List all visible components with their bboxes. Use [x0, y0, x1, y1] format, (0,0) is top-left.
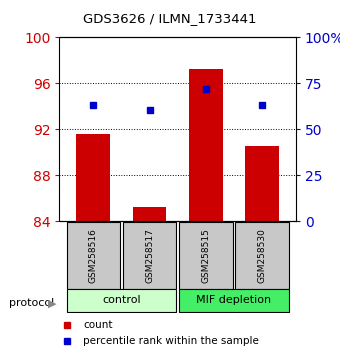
Text: GSM258515: GSM258515	[201, 228, 210, 283]
Text: GSM258530: GSM258530	[257, 228, 267, 283]
Bar	[245, 147, 279, 221]
Text: ▶: ▶	[49, 298, 57, 308]
Text: count: count	[83, 320, 113, 330]
Text: control: control	[102, 295, 141, 305]
Text: percentile rank within the sample: percentile rank within the sample	[83, 336, 259, 346]
Bar	[189, 69, 223, 221]
FancyBboxPatch shape	[67, 289, 176, 312]
FancyBboxPatch shape	[179, 289, 289, 312]
FancyBboxPatch shape	[67, 222, 120, 289]
Text: protocol: protocol	[8, 298, 54, 308]
Bar	[133, 207, 166, 221]
FancyBboxPatch shape	[179, 222, 233, 289]
Text: GSM258517: GSM258517	[145, 228, 154, 283]
FancyBboxPatch shape	[123, 222, 176, 289]
Bar	[76, 134, 110, 221]
FancyBboxPatch shape	[235, 222, 289, 289]
Text: GSM258516: GSM258516	[89, 228, 98, 283]
Text: GDS3626 / ILMN_1733441: GDS3626 / ILMN_1733441	[83, 12, 257, 25]
Text: MIF depletion: MIF depletion	[196, 295, 271, 305]
